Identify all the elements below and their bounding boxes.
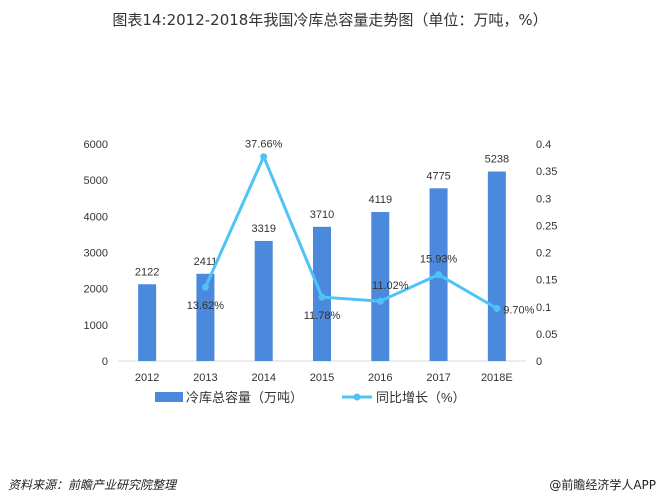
line-data-label: 13.62% [187, 300, 225, 312]
growth-line [204, 152, 498, 310]
bar-data-label: 4775 [426, 170, 450, 182]
right-tick-label: 0.4 [536, 139, 551, 151]
x-tick-label: 2018E [481, 372, 513, 384]
right-tick-label: 0 [536, 356, 542, 368]
x-tick-label: 2013 [193, 372, 217, 384]
line-point [201, 283, 209, 291]
right-tick-label: 0.05 [536, 329, 557, 341]
bar [138, 284, 157, 361]
line-data-label: 9.70% [503, 304, 534, 316]
legend-bar-label: 冷库总容量（万吨） [186, 390, 303, 405]
bar-data-label: 3710 [310, 209, 334, 221]
bar-data-label: 2122 [135, 266, 159, 278]
bar [487, 171, 506, 361]
chart-title: 图表14:2012-2018年我国冷库总容量走势图（单位：万吨，%） [112, 11, 548, 29]
legend-line-marker [353, 393, 361, 401]
legend-line-label: 同比增长（%） [376, 390, 466, 405]
bar-data-label: 5238 [485, 154, 509, 166]
line-point [260, 153, 268, 161]
x-tick-label: 2017 [426, 372, 450, 384]
line-data-label: 15.93% [420, 254, 458, 266]
bar-data-label: 3319 [251, 223, 275, 235]
bar [196, 273, 215, 361]
right-tick-label: 0.25 [536, 220, 557, 232]
line-point [435, 271, 443, 279]
right-tick-label: 0.3 [536, 193, 551, 205]
brand-credit: @前瞻经济学人APP [549, 478, 656, 492]
left-tick-label: 6000 [84, 139, 108, 151]
source-note: 资料来源：前瞻产业研究院整理 [8, 478, 177, 492]
bar-data-label: 4119 [368, 194, 392, 206]
line-point [318, 293, 326, 301]
line-data-label: 37.66% [245, 139, 283, 151]
x-tick-label: 2015 [310, 372, 334, 384]
x-tick-label: 2014 [251, 372, 275, 384]
bar [371, 212, 390, 361]
left-tick-label: 3000 [84, 248, 108, 260]
left-tick-label: 5000 [84, 175, 108, 187]
right-tick-label: 0.15 [536, 275, 557, 287]
left-tick-label: 0 [102, 356, 108, 368]
x-tick-label: 2016 [368, 372, 392, 384]
line-data-label: 11.02% [372, 280, 409, 292]
line-point [493, 304, 501, 312]
right-tick-label: 0.1 [536, 302, 551, 314]
line-data-label: 11.78% [304, 310, 341, 322]
bar-data-label: 2411 [194, 256, 218, 268]
bar [254, 240, 273, 361]
right-tick-label: 0.2 [536, 248, 551, 260]
right-tick-label: 0.35 [536, 166, 557, 178]
line-point [376, 297, 384, 305]
left-tick-label: 2000 [84, 284, 108, 296]
legend-bar-swatch [155, 392, 183, 402]
left-tick-label: 1000 [84, 320, 108, 332]
x-tick-label: 2012 [135, 372, 159, 384]
left-tick-label: 4000 [84, 211, 108, 223]
